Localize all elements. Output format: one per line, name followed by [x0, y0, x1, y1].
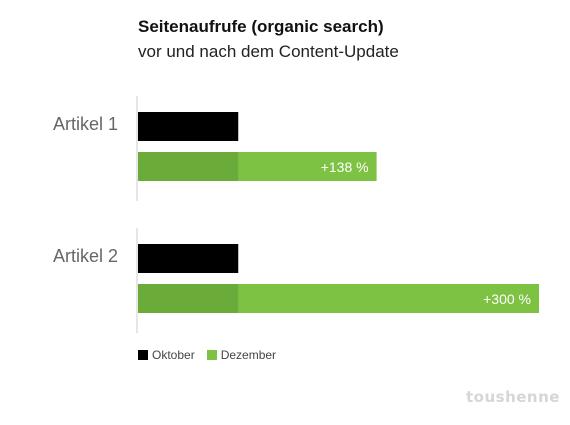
legend-label-dezember: Dezember — [220, 348, 277, 362]
watermark-logo: toushenne — [466, 388, 560, 406]
data-label-dezember-2: +300 % — [483, 291, 531, 307]
bar-oktober-2 — [138, 244, 239, 273]
category-label-1: Artikel 1 — [53, 114, 118, 134]
category-label-2: Artikel 2 — [53, 246, 118, 266]
chart-subtitle: vor und nach dem Content-Update — [138, 42, 399, 61]
legend-item-dezember: Dezember — [206, 348, 277, 362]
bar-dezember-overlap-2 — [138, 284, 239, 313]
legend: Oktober Dezember — [138, 348, 288, 362]
bar-dezember-overlap-1 — [138, 152, 239, 181]
bar-oktober-1 — [138, 112, 239, 141]
legend-label-oktober: Oktober — [152, 348, 195, 362]
legend-swatch-oktober — [138, 350, 148, 360]
data-label-dezember-1: +138 % — [321, 159, 369, 175]
legend-item-oktober: Oktober — [138, 348, 195, 362]
chart-title: Seitenaufrufe (organic search) — [138, 17, 384, 36]
legend-swatch-dezember — [206, 350, 217, 360]
